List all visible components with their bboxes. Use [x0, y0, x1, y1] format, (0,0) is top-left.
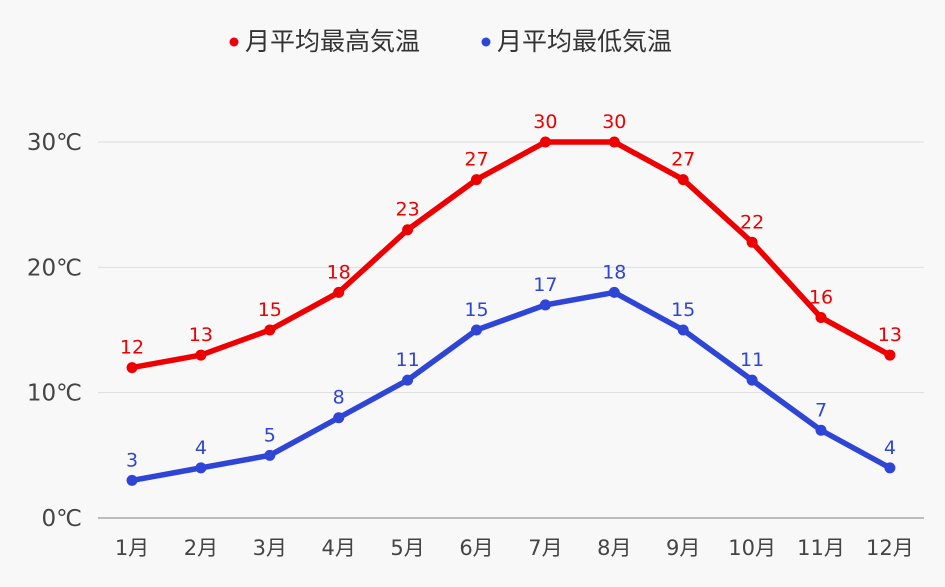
- data-point: [884, 462, 896, 474]
- legend-label: 月平均最低気温: [497, 27, 672, 56]
- series-layer: 12 13 15 18 23 27 30 30 27 22 16 13 3 4 5 8 11 15 17 18 15 11…: [120, 111, 902, 486]
- data-point: [333, 412, 345, 424]
- legend-item: 月平均最高気温: [229, 27, 420, 56]
- data-point: [195, 349, 207, 361]
- data-label: 4: [195, 437, 207, 459]
- x-tick-label: 5月: [390, 536, 424, 560]
- data-point: [677, 174, 689, 186]
- x-tick-label: 2月: [184, 536, 218, 560]
- data-label: 16: [809, 286, 833, 308]
- data-point: [539, 136, 551, 148]
- data-point: [746, 374, 758, 386]
- series-line: [129, 289, 893, 484]
- data-label: 12: [120, 337, 144, 359]
- data-point: [402, 224, 414, 236]
- data-label: 27: [671, 149, 695, 171]
- x-tick-label: 8月: [597, 536, 631, 560]
- x-tick-label: 1月: [115, 536, 149, 560]
- data-label: 23: [396, 199, 420, 221]
- legend-item: 月平均最低気温: [481, 27, 672, 56]
- series-2: 3 4 5 8 11 15 17 18 15 11 7 4: [126, 261, 896, 486]
- series-line: [129, 139, 893, 371]
- data-label: 13: [878, 324, 902, 346]
- x-tick-label: 7月: [528, 536, 562, 560]
- data-point: [264, 324, 276, 336]
- data-point: [608, 286, 620, 298]
- data-label: 30: [602, 111, 626, 133]
- data-label: 11: [740, 349, 764, 371]
- data-label: 4: [884, 437, 896, 459]
- data-point: [677, 324, 689, 336]
- x-tick-label: 10月: [728, 536, 776, 560]
- data-label: 8: [333, 387, 345, 409]
- data-point: [815, 311, 827, 323]
- x-tick-label: 11月: [797, 536, 845, 560]
- x-tick-label: 6月: [459, 536, 493, 560]
- x-tick-label: 4月: [322, 536, 356, 560]
- legend-marker-icon: [481, 37, 491, 47]
- data-label: 18: [602, 261, 626, 283]
- data-point: [126, 362, 138, 374]
- data-point: [815, 424, 827, 436]
- data-point: [333, 286, 345, 298]
- data-label: 13: [189, 324, 213, 346]
- data-label: 7: [815, 399, 827, 421]
- y-tick-label: 10℃: [27, 381, 82, 407]
- data-label: 5: [264, 424, 276, 446]
- data-label: 18: [327, 261, 351, 283]
- legend-marker-icon: [229, 37, 239, 47]
- data-label: 15: [464, 299, 488, 321]
- data-point: [884, 349, 896, 361]
- x-tick-label: 9月: [666, 536, 700, 560]
- data-label: 17: [533, 274, 557, 296]
- y-axis-ticks: 0℃ 10℃ 20℃ 30℃: [27, 130, 82, 532]
- data-point: [746, 236, 758, 248]
- data-label: 15: [671, 299, 695, 321]
- data-label: 3: [126, 449, 138, 471]
- data-point: [126, 474, 138, 486]
- x-tick-label: 3月: [253, 536, 287, 560]
- data-label: 30: [533, 111, 557, 133]
- y-tick-label: 20℃: [27, 255, 82, 281]
- data-point: [539, 299, 551, 311]
- data-label: 11: [396, 349, 420, 371]
- data-point: [471, 174, 482, 186]
- gridlines: [98, 141, 924, 519]
- x-tick-label: 12月: [866, 536, 914, 560]
- data-point: [471, 324, 482, 336]
- y-tick-label: 0℃: [42, 506, 82, 532]
- data-point: [264, 449, 276, 461]
- data-point: [402, 374, 414, 386]
- data-point: [608, 136, 620, 148]
- legend-label: 月平均最高気温: [245, 27, 420, 56]
- data-label: 15: [258, 299, 282, 321]
- x-axis-ticks: 1月 2月 3月 4月 5月 6月 7月 8月 9月 10月 11月 12月: [115, 536, 914, 560]
- legend: 月平均最高気温 月平均最低気温: [229, 27, 672, 56]
- data-label: 22: [740, 211, 764, 233]
- data-label: 27: [464, 149, 488, 171]
- y-tick-label: 30℃: [27, 130, 82, 156]
- data-point: [195, 462, 207, 474]
- series-1: 12 13 15 18 23 27 30 30 27 22 16 13: [120, 111, 902, 374]
